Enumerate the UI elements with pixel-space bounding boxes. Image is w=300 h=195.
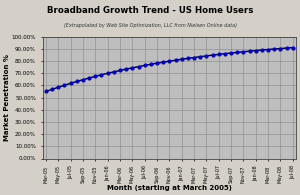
X-axis label: Month (starting at March 2005): Month (starting at March 2005) <box>107 185 232 191</box>
Text: (Extrapolated by Web Site Optimization, LLC from Nielsen Online data): (Extrapolated by Web Site Optimization, … <box>64 23 236 28</box>
Y-axis label: Market Penetration %: Market Penetration % <box>4 54 10 141</box>
Text: Broadband Growth Trend - US Home Users: Broadband Growth Trend - US Home Users <box>47 6 253 15</box>
